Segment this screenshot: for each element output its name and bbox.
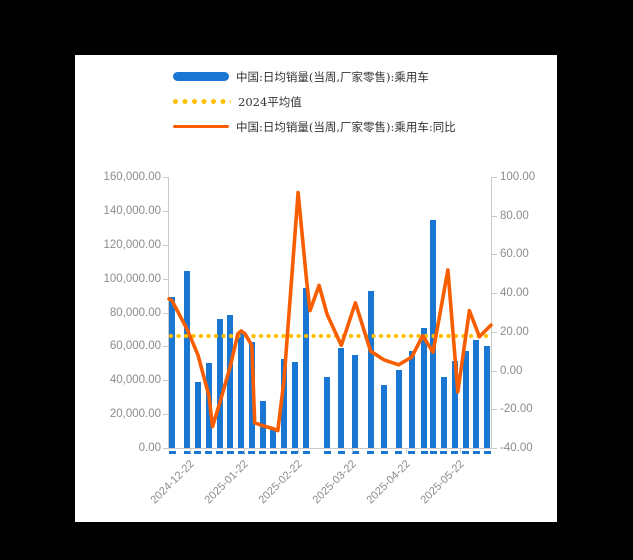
sales-bar bbox=[269, 427, 277, 455]
x-axis-label: 2025-04-22 bbox=[364, 458, 413, 507]
y-axis-label-left: 60,000.00 bbox=[109, 340, 161, 353]
sales-bar bbox=[380, 384, 388, 455]
sales-bar bbox=[237, 332, 245, 455]
y-axis-tick-right bbox=[492, 370, 497, 372]
x-axis-label: 2025-01-22 bbox=[202, 458, 251, 507]
sales-bar bbox=[440, 376, 448, 455]
y-axis-label-left: 80,000.00 bbox=[109, 306, 161, 319]
average-2024-line bbox=[169, 333, 491, 338]
y-axis-label-left: 0.00 bbox=[138, 442, 161, 454]
chart-panel: 中国:日均销量(当周,厂家零售):乘用车 2024平均值 中国:日均销量(当周,… bbox=[75, 55, 557, 522]
sales-bar bbox=[194, 381, 202, 455]
y-axis-label-right: -20.00 bbox=[500, 403, 533, 416]
x-axis-tick bbox=[297, 449, 299, 453]
sales-bar bbox=[337, 348, 345, 454]
sales-bar bbox=[351, 354, 359, 455]
y-axis-label-right: 40.00 bbox=[500, 287, 529, 300]
x-axis-label: 2025-02-22 bbox=[255, 458, 305, 507]
sales-bar bbox=[483, 346, 491, 454]
y-axis-tick-left bbox=[163, 312, 168, 314]
x-axis-tick bbox=[351, 449, 353, 453]
legend-item-average: 2024平均值 bbox=[173, 89, 456, 114]
sales-bar bbox=[291, 361, 299, 455]
y-axis-label-right: 100.00 bbox=[500, 171, 536, 183]
sales-bar bbox=[395, 369, 403, 455]
sales-bar bbox=[226, 315, 234, 454]
sales-bar bbox=[472, 339, 480, 455]
sales-bar bbox=[216, 319, 224, 454]
y-axis-label-right: -40.00 bbox=[500, 442, 533, 454]
x-axis-tick bbox=[405, 449, 407, 453]
x-axis-label: 2025-05-22 bbox=[418, 458, 467, 507]
y-axis-tick-right bbox=[492, 177, 497, 178]
bar-series-swatch-icon bbox=[173, 72, 229, 81]
line-series-swatch-icon bbox=[173, 124, 229, 129]
y-axis-label-right: 20.00 bbox=[500, 325, 529, 338]
yoy-line-layer bbox=[167, 190, 493, 433]
plot-area bbox=[163, 177, 497, 455]
sales-bar bbox=[420, 328, 428, 454]
y-axis-label-right: 0.00 bbox=[500, 364, 523, 377]
y-axis-label-left: 20,000.00 bbox=[109, 408, 161, 421]
y-axis-tick-left bbox=[163, 278, 168, 280]
y-axis-label-right: 80.00 bbox=[500, 209, 529, 222]
legend-label-average: 2024平均值 bbox=[238, 94, 302, 109]
legend-label-yoy: 中国:日均销量(当周,厂家零售):乘用车:同比 bbox=[236, 119, 456, 134]
legend-item-sales: 中国:日均销量(当周,厂家零售):乘用车 bbox=[173, 64, 456, 89]
y-axis-tick-left bbox=[163, 244, 168, 246]
y-axis-label-left: 140,000.00 bbox=[103, 204, 161, 217]
y-axis-label-right: 60.00 bbox=[500, 248, 529, 261]
y-axis-tick-left bbox=[163, 177, 168, 178]
sales-bar bbox=[248, 342, 256, 454]
sales-bar bbox=[183, 271, 191, 454]
y-axis-tick-right bbox=[492, 254, 497, 256]
y-axis-label-left: 40,000.00 bbox=[109, 374, 161, 387]
x-axis-tick bbox=[243, 449, 245, 453]
y-axis-tick-right bbox=[492, 448, 497, 449]
x-axis-label: 2024-12-22 bbox=[148, 458, 197, 507]
x-axis-tick bbox=[460, 449, 462, 453]
y-axis-tick-right bbox=[492, 293, 497, 295]
sales-bar bbox=[323, 377, 331, 454]
sales-bar bbox=[302, 287, 310, 455]
chart-legend: 中国:日均销量(当周,厂家零售):乘用车 2024平均值 中国:日均销量(当周,… bbox=[173, 64, 456, 139]
y-axis-tick-left bbox=[163, 448, 168, 449]
y-axis-tick-right bbox=[492, 331, 497, 333]
dotted-average-swatch-icon bbox=[173, 99, 231, 104]
y-axis-tick-left bbox=[163, 414, 168, 416]
x-axis-tick bbox=[189, 449, 191, 453]
sales-bar bbox=[280, 359, 288, 454]
sales-bar bbox=[408, 351, 416, 454]
y-axis-tick-left bbox=[163, 346, 168, 348]
y-axis-label-left: 100,000.00 bbox=[103, 272, 161, 285]
legend-item-yoy: 中国:日均销量(当周,厂家零售):乘用车:同比 bbox=[173, 114, 456, 139]
y-axis-tick-left bbox=[163, 380, 168, 382]
x-axis-label: 2025-03-22 bbox=[310, 458, 359, 507]
sales-bar bbox=[168, 297, 176, 454]
y-axis-tick-right bbox=[492, 215, 497, 217]
y-axis-label-left: 160,000.00 bbox=[103, 171, 161, 183]
sales-bar bbox=[462, 350, 470, 455]
yoy-line bbox=[167, 190, 493, 433]
sales-bar bbox=[367, 290, 375, 455]
sales-bar bbox=[451, 360, 459, 455]
y-axis-tick-left bbox=[163, 210, 168, 212]
y-axis-tick-right bbox=[492, 409, 497, 411]
legend-label-sales: 中国:日均销量(当周,厂家零售):乘用车 bbox=[236, 69, 429, 84]
y-axis-label-left: 120,000.00 bbox=[103, 238, 161, 251]
